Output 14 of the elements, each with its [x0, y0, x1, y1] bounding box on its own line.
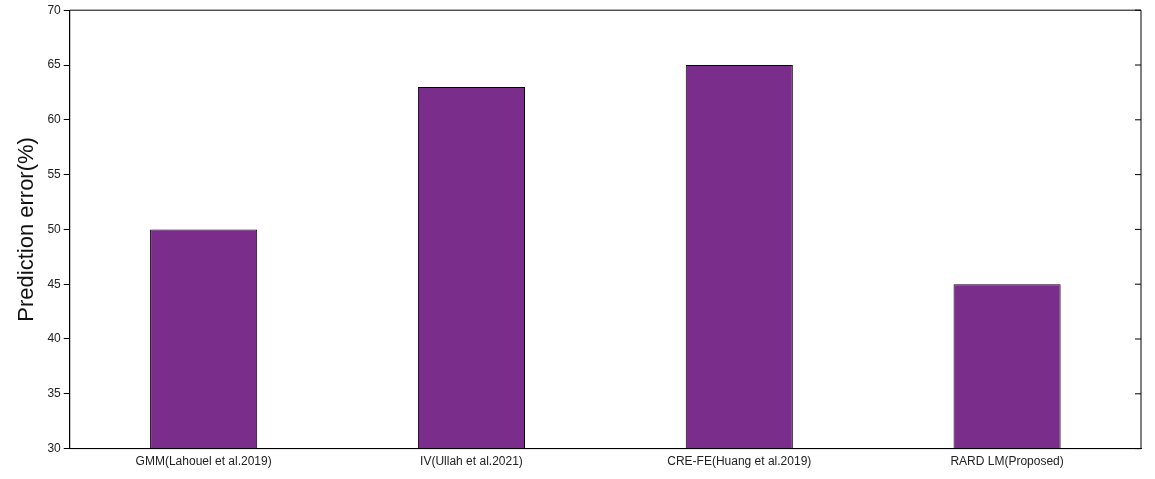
x-tick-label: IV(Ullah et al.2021)	[420, 454, 523, 469]
y-tick-label: 45	[47, 276, 62, 291]
x-tick-label: RARD LM(Proposed)	[950, 454, 1064, 469]
x-tick-label: CRE-FE(Huang et al.2019)	[667, 454, 812, 469]
y-tick-label: 60	[47, 112, 62, 127]
y-axis-title: Prediction error(%)	[13, 137, 39, 322]
y-tick-label: 35	[47, 386, 62, 401]
y-tick-label: 65	[47, 57, 62, 72]
x-tick-label: GMM(Lahouel et al.2019)	[135, 454, 272, 469]
y-tick-label: 70	[47, 2, 62, 17]
y-tick-label: 30	[47, 440, 62, 455]
y-tick-label: 55	[47, 166, 62, 181]
y-tick-label: 40	[47, 331, 62, 346]
y-tick-label: 50	[47, 221, 62, 236]
